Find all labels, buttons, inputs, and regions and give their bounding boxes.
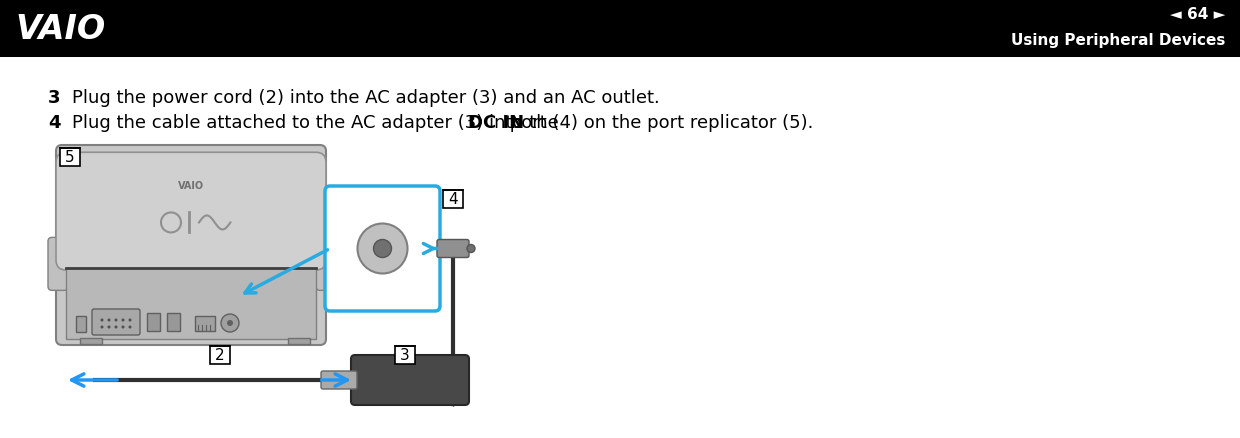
Text: 3: 3 [48, 89, 61, 107]
FancyBboxPatch shape [48, 238, 68, 291]
Text: ◄ 64 ►: ◄ 64 ► [1169, 7, 1225, 21]
Circle shape [129, 319, 131, 322]
FancyBboxPatch shape [316, 238, 336, 291]
Text: 3: 3 [401, 348, 410, 363]
Circle shape [357, 224, 408, 274]
Circle shape [122, 319, 124, 322]
Text: Using Peripheral Devices: Using Peripheral Devices [1011, 32, 1225, 47]
FancyBboxPatch shape [56, 146, 326, 345]
Circle shape [114, 319, 118, 322]
Circle shape [100, 319, 103, 322]
Text: 4: 4 [48, 114, 61, 132]
Text: 2: 2 [216, 348, 224, 363]
Circle shape [108, 326, 110, 329]
Circle shape [373, 240, 392, 258]
Circle shape [122, 326, 124, 329]
Text: Plug the power cord (2) into the AC adapter (3) and an AC outlet.: Plug the power cord (2) into the AC adap… [72, 89, 660, 107]
Circle shape [108, 319, 110, 322]
Circle shape [114, 326, 118, 329]
Bar [443, 191, 463, 208]
Circle shape [227, 320, 233, 326]
Text: VAIO: VAIO [177, 180, 205, 191]
Bar [195, 316, 215, 331]
Text: 5: 5 [66, 150, 74, 165]
Bar [148, 313, 160, 331]
Bar [167, 313, 180, 331]
FancyBboxPatch shape [351, 355, 469, 405]
FancyBboxPatch shape [436, 240, 469, 258]
FancyBboxPatch shape [321, 371, 357, 389]
Text: DC IN: DC IN [467, 114, 525, 132]
FancyBboxPatch shape [92, 309, 140, 335]
Bar [288, 338, 310, 344]
Bar [0, 0, 1240, 58]
Circle shape [100, 326, 103, 329]
Bar [60, 148, 81, 166]
Bar [81, 338, 102, 344]
Bar [66, 268, 316, 339]
Text: VAIO: VAIO [15, 12, 105, 46]
Bar [396, 346, 415, 364]
Circle shape [221, 314, 239, 332]
Text: Plug the cable attached to the AC adapter (3) into the: Plug the cable attached to the AC adapte… [72, 114, 564, 132]
Text: port (4) on the port replicator (5).: port (4) on the port replicator (5). [503, 114, 813, 132]
Bar [210, 346, 229, 364]
Circle shape [467, 245, 475, 253]
Circle shape [129, 326, 131, 329]
FancyBboxPatch shape [56, 153, 326, 270]
Bar [76, 316, 86, 332]
FancyBboxPatch shape [325, 187, 440, 311]
Text: 4: 4 [448, 192, 458, 207]
